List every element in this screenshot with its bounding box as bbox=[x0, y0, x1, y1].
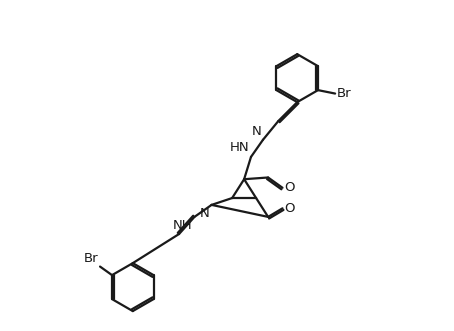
Text: Br: Br bbox=[84, 252, 99, 265]
Text: O: O bbox=[284, 202, 295, 215]
Text: O: O bbox=[284, 181, 295, 194]
Text: N: N bbox=[200, 207, 210, 219]
Text: NH: NH bbox=[173, 218, 193, 232]
Text: Br: Br bbox=[337, 87, 351, 100]
Text: N: N bbox=[252, 125, 261, 138]
Text: HN: HN bbox=[230, 141, 249, 154]
